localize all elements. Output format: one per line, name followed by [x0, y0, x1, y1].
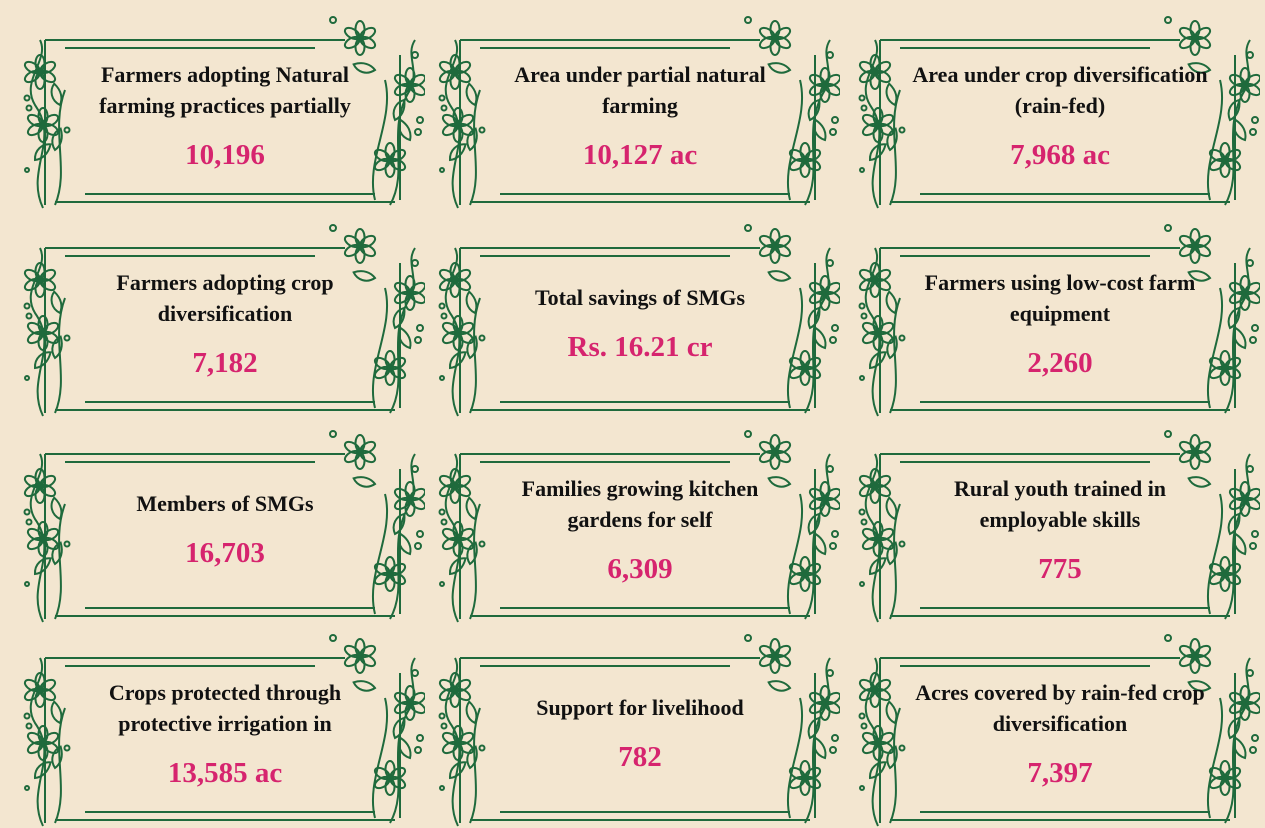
card-label: Farmers adopting crop diversification [116, 269, 334, 326]
card-value: 10,127 ac [582, 138, 698, 171]
card-label: Rural youth trained in employable skills [953, 475, 1167, 532]
card-content: Area under partial natural farming 10,127… [490, 50, 790, 180]
card-label: Families growing kitchen gardens for sel… [521, 475, 759, 532]
stat-card: Support for livelihood 782 [430, 628, 840, 828]
card-value: 13,585 ac [167, 756, 283, 789]
stat-card: Farmers adopting crop diversification 7,1… [15, 218, 425, 418]
card-content: Crops protected through protective irrig… [75, 668, 375, 798]
card-value: Rs. 16.21 cr [567, 331, 713, 363]
card-label: Total savings of SMGs [534, 285, 746, 310]
card-content: Farmers using low-cost farm equipment 2,2… [910, 258, 1210, 388]
card-content: Area under crop diversification (rain-fe… [910, 50, 1210, 180]
stat-card: Rural youth trained in employable skills… [850, 424, 1260, 624]
stat-card: Area under partial natural farming 10,127… [430, 10, 840, 210]
card-label: Crops protected through protective irrig… [108, 679, 342, 736]
card-value: 6,309 [607, 552, 673, 585]
stat-card: Area under crop diversification (rain-fe… [850, 10, 1260, 210]
card-label: Farmers using low-cost farm equipment [924, 269, 1196, 326]
card-label: Farmers adopting Natural farming practic… [99, 61, 351, 118]
card-label: Acres covered by rain-fed crop diversifi… [915, 679, 1205, 736]
card-label: Area under crop diversification (rain-fe… [912, 61, 1208, 118]
card-value: 2,260 [1027, 346, 1093, 379]
card-content: Total savings of SMGs Rs. 16.21 cr [490, 258, 790, 388]
card-value: 10,196 [185, 138, 265, 171]
card-content: Acres covered by rain-fed crop diversifi… [910, 668, 1210, 798]
card-value: 782 [618, 741, 662, 773]
card-value: 7,182 [192, 346, 258, 379]
card-label: Members of SMGs [136, 491, 314, 516]
card-content: Members of SMGs 16,703 [75, 464, 375, 594]
card-content: Rural youth trained in employable skills… [910, 464, 1210, 594]
card-label: Support for livelihood [536, 695, 744, 720]
stat-card: Farmers adopting Natural farming practic… [15, 10, 425, 210]
stat-card: Farmers using low-cost farm equipment 2,2… [850, 218, 1260, 418]
card-content: Farmers adopting Natural farming practic… [75, 50, 375, 180]
stat-card: Members of SMGs 16,703 [15, 424, 425, 624]
card-value: 7,968 ac [1010, 138, 1110, 171]
card-value: 16,703 [185, 537, 265, 569]
stat-card: Crops protected through protective irrig… [15, 628, 425, 828]
card-content: Support for livelihood 782 [490, 668, 790, 798]
card-value: 775 [1038, 552, 1082, 585]
card-content: Farmers adopting crop diversification 7,1… [75, 258, 375, 388]
card-content: Families growing kitchen gardens for sel… [490, 464, 790, 594]
stat-card: Families growing kitchen gardens for sel… [430, 424, 840, 624]
card-value: 7,397 [1027, 756, 1093, 789]
stat-card: Total savings of SMGs Rs. 16.21 cr [430, 218, 840, 418]
card-label: Area under partial natural farming [514, 61, 766, 118]
stat-card: Acres covered by rain-fed crop diversifi… [850, 628, 1260, 828]
